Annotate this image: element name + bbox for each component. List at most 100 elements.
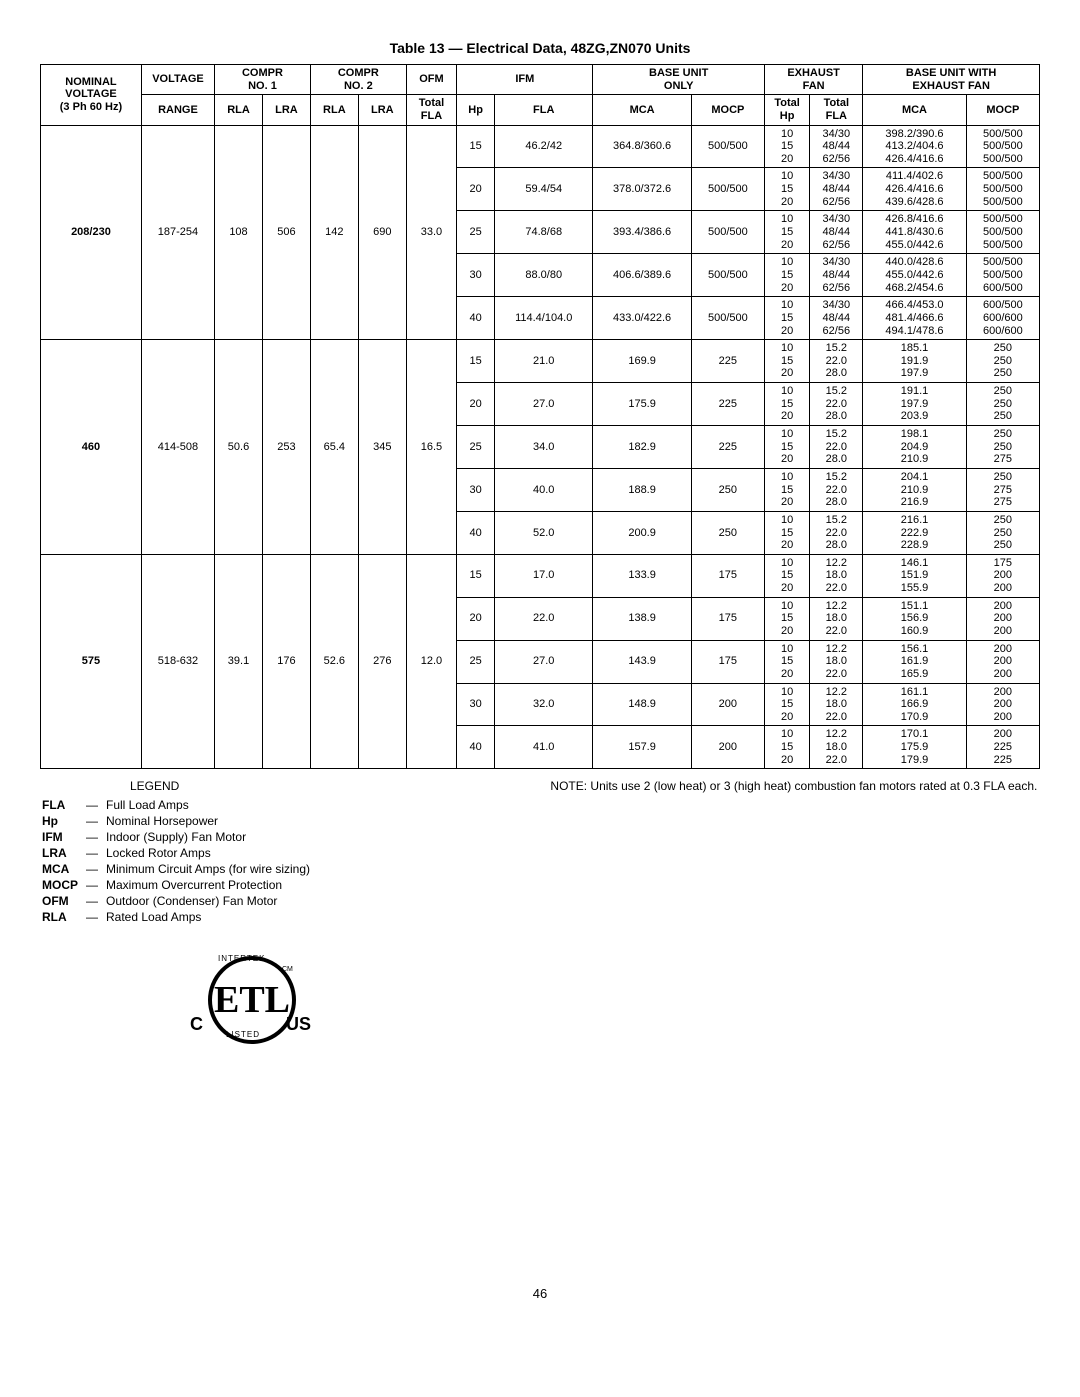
- cell-base-mocp: 500/500: [691, 254, 764, 297]
- th-bwe-mca: MCA: [863, 95, 966, 125]
- legend-key: OFM: [42, 894, 84, 908]
- legend-dash: —: [86, 878, 104, 892]
- cell-ex-fla: 34/30 48/44 62/56: [810, 125, 863, 168]
- cell-ex-fla: 34/30 48/44 62/56: [810, 168, 863, 211]
- cell-bwe-mocp: 600/500 600/600 600/600: [966, 297, 1039, 340]
- cell-base-mca: 433.0/422.6: [593, 297, 691, 340]
- table-row: 575518-63239.117652.627612.01517.0133.91…: [41, 554, 1040, 597]
- th-ifm-fla: FLA: [495, 95, 593, 125]
- cell-nominal: 460: [41, 340, 142, 555]
- cell-bwe-mocp: 500/500 500/500 600/500: [966, 254, 1039, 297]
- th-ex-total-hp: TotalHp: [764, 95, 809, 125]
- cell-ifm-fla: 59.4/54: [495, 168, 593, 211]
- cell-ifm-hp: 40: [457, 726, 495, 769]
- cell-ifm-fla: 17.0: [495, 554, 593, 597]
- legend-key: IFM: [42, 830, 84, 844]
- cell-c1-lra: 176: [262, 554, 310, 769]
- cell-bwe-mca: 161.1 166.9 170.9: [863, 683, 966, 726]
- th-ofm-total-fla: TotalFLA: [406, 95, 456, 125]
- cell-bwe-mca: 170.1 175.9 179.9: [863, 726, 966, 769]
- cell-ofm: 12.0: [406, 554, 456, 769]
- cell-c2-lra: 345: [358, 340, 406, 555]
- legend-val: Locked Rotor Amps: [106, 846, 316, 860]
- legend-key: MOCP: [42, 878, 84, 892]
- cell-base-mca: 200.9: [593, 511, 691, 554]
- cell-bwe-mocp: 250 250 250: [966, 511, 1039, 554]
- cell-ifm-hp: 20: [457, 383, 495, 426]
- cell-c1-lra: 253: [262, 340, 310, 555]
- th-exhaust-fan: EXHAUSTFAN: [764, 65, 862, 95]
- legend-row: MOCP—Maximum Overcurrent Protection: [42, 878, 316, 892]
- table-row: 460414-50850.625365.434516.51521.0169.92…: [41, 340, 1040, 383]
- cell-bwe-mca: 426.8/416.6 441.8/430.6 455.0/442.6: [863, 211, 966, 254]
- cell-ex-fla: 15.2 22.0 28.0: [810, 468, 863, 511]
- cell-ofm: 16.5: [406, 340, 456, 555]
- cell-base-mca: 138.9: [593, 597, 691, 640]
- cell-ex-fla: 12.2 18.0 22.0: [810, 597, 863, 640]
- legend-dash: —: [86, 910, 104, 924]
- cell-base-mocp: 200: [691, 726, 764, 769]
- legend-dash: —: [86, 846, 104, 860]
- legend-val: Rated Load Amps: [106, 910, 316, 924]
- legend-row: RLA—Rated Load Amps: [42, 910, 316, 924]
- cell-base-mocp: 250: [691, 468, 764, 511]
- cell-ex-hp: 10 15 20: [764, 125, 809, 168]
- cell-ex-fla: 15.2 22.0 28.0: [810, 511, 863, 554]
- cell-base-mca: 393.4/386.6: [593, 211, 691, 254]
- cell-ex-hp: 10 15 20: [764, 254, 809, 297]
- th-ex-total-fla: TotalFLA: [810, 95, 863, 125]
- cell-c2-rla: 142: [310, 125, 358, 340]
- cell-bwe-mca: 191.1 197.9 203.9: [863, 383, 966, 426]
- cell-bwe-mca: 216.1 222.9 228.9: [863, 511, 966, 554]
- cell-base-mocp: 500/500: [691, 125, 764, 168]
- cell-ex-hp: 10 15 20: [764, 640, 809, 683]
- cell-bwe-mocp: 200 200 200: [966, 683, 1039, 726]
- table-row: 208/230187-25410850614269033.01546.2/423…: [41, 125, 1040, 168]
- cell-ifm-hp: 15: [457, 554, 495, 597]
- cell-ifm-fla: 88.0/80: [495, 254, 593, 297]
- th-c1-lra: LRA: [262, 95, 310, 125]
- cell-ex-fla: 15.2 22.0 28.0: [810, 340, 863, 383]
- cell-base-mca: 406.6/389.6: [593, 254, 691, 297]
- legend-row: LRA—Locked Rotor Amps: [42, 846, 316, 860]
- th-nominal-voltage: NOMINALVOLTAGE(3 Ph 60 Hz): [41, 65, 142, 126]
- cell-ifm-fla: 41.0: [495, 726, 593, 769]
- cell-base-mca: 378.0/372.6: [593, 168, 691, 211]
- legend-row: OFM—Outdoor (Condenser) Fan Motor: [42, 894, 316, 908]
- cell-base-mca: 182.9: [593, 426, 691, 469]
- cell-ex-hp: 10 15 20: [764, 211, 809, 254]
- cell-ifm-fla: 22.0: [495, 597, 593, 640]
- cell-range: 518-632: [141, 554, 214, 769]
- cell-base-mca: 143.9: [593, 640, 691, 683]
- th-voltage-range: VOLTAGE: [141, 65, 214, 95]
- cell-base-mca: 175.9: [593, 383, 691, 426]
- cell-ex-fla: 12.2 18.0 22.0: [810, 683, 863, 726]
- cell-ifm-hp: 40: [457, 511, 495, 554]
- page-number: 46: [40, 1286, 1040, 1301]
- cell-ifm-fla: 40.0: [495, 468, 593, 511]
- cell-c1-rla: 39.1: [215, 554, 263, 769]
- cell-ex-fla: 15.2 22.0 28.0: [810, 383, 863, 426]
- cell-ex-hp: 10 15 20: [764, 168, 809, 211]
- table-title: Table 13 — Electrical Data, 48ZG,ZN070 U…: [40, 40, 1040, 56]
- cell-bwe-mca: 398.2/390.6 413.2/404.6 426.4/416.6: [863, 125, 966, 168]
- th-range-sub: RANGE: [141, 95, 214, 125]
- th-base-unit: BASE UNITONLY: [593, 65, 765, 95]
- th-base-mocp: MOCP: [691, 95, 764, 125]
- cell-base-mca: 148.9: [593, 683, 691, 726]
- cell-bwe-mocp: 250 250 250: [966, 383, 1039, 426]
- th-ifm: IFM: [457, 65, 593, 95]
- cell-ex-fla: 12.2 18.0 22.0: [810, 554, 863, 597]
- cell-bwe-mocp: 200 200 200: [966, 597, 1039, 640]
- legend-key: MCA: [42, 862, 84, 876]
- cell-bwe-mca: 146.1 151.9 155.9: [863, 554, 966, 597]
- legend-val: Full Load Amps: [106, 798, 316, 812]
- legend-key: RLA: [42, 910, 84, 924]
- legend-dash: —: [86, 862, 104, 876]
- legend-row: FLA—Full Load Amps: [42, 798, 316, 812]
- cell-ifm-hp: 25: [457, 640, 495, 683]
- cell-bwe-mca: 151.1 156.9 160.9: [863, 597, 966, 640]
- cell-bwe-mocp: 200 225 225: [966, 726, 1039, 769]
- th-ofm: OFM: [406, 65, 456, 95]
- cell-bwe-mocp: 500/500 500/500 500/500: [966, 125, 1039, 168]
